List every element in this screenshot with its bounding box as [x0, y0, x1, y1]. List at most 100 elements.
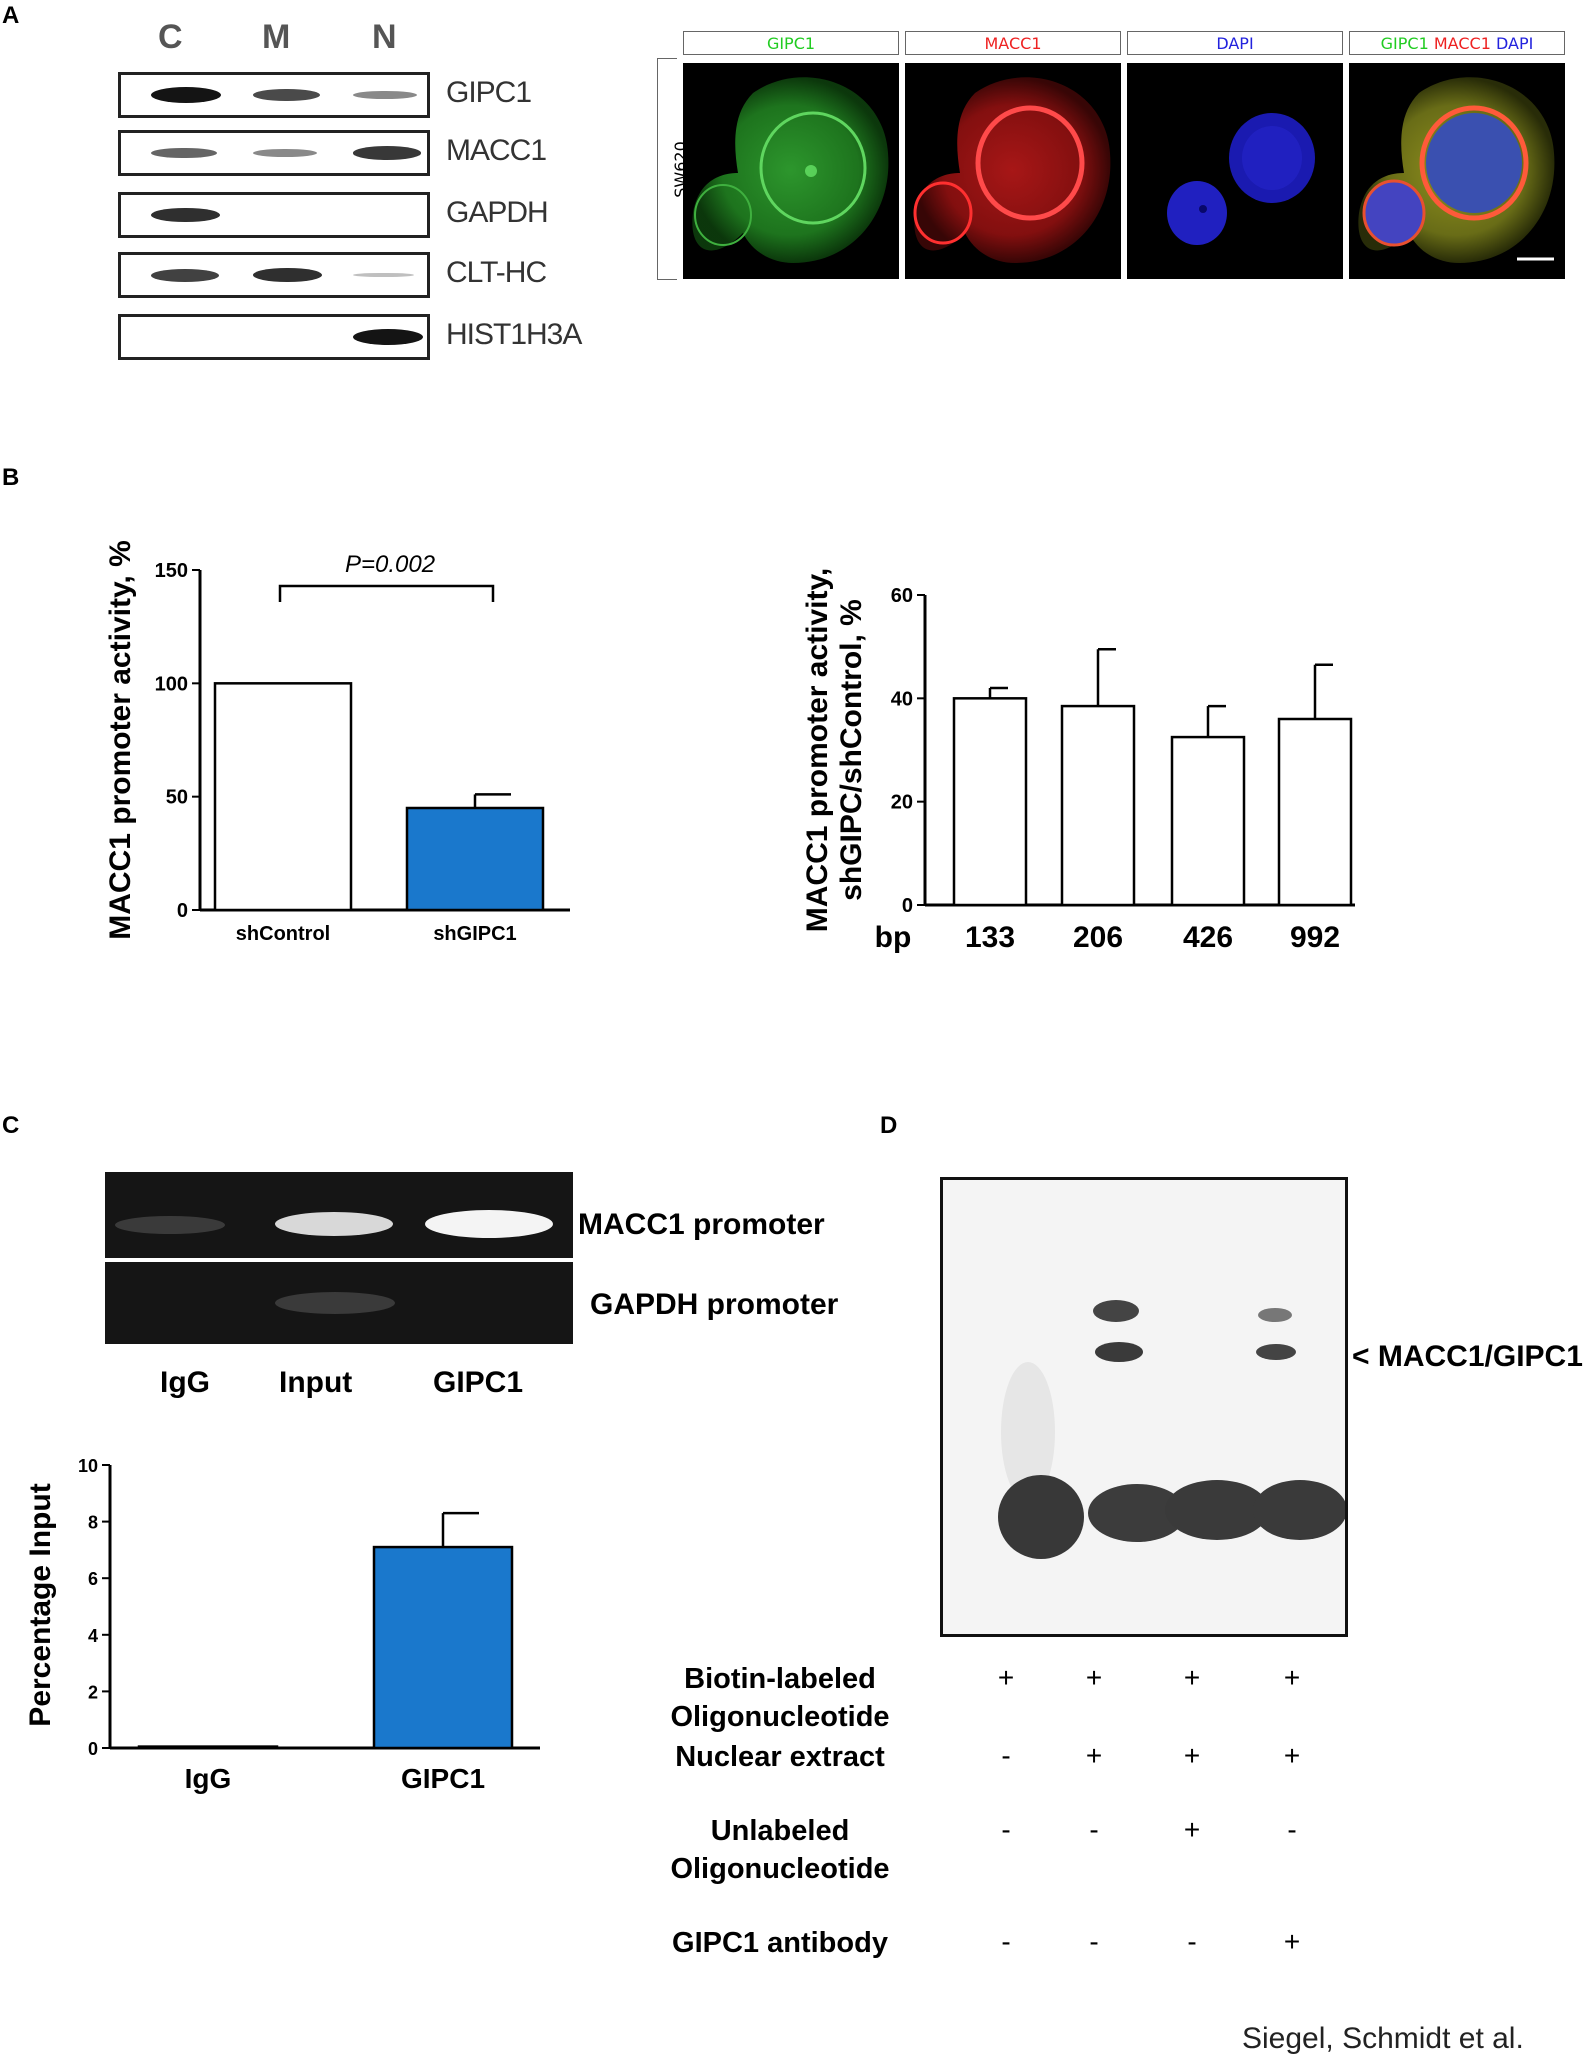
lane-label-membrane: M [262, 18, 291, 56]
blot-band [151, 268, 219, 282]
emsa-condition-symbol: - [1089, 1814, 1099, 1845]
blot-band [253, 267, 322, 283]
emsa-free-probe-4 [1253, 1480, 1345, 1540]
gel-lane-gipc1: GIPC1 [433, 1366, 524, 1399]
emsa-condition-symbol: - [1001, 1926, 1011, 1957]
blot-label-hist1h3a: HIST1H3A [446, 318, 582, 351]
p-value-annotation: P=0.002 [345, 551, 435, 578]
lane-label-nucleus: N [372, 18, 397, 56]
bar [137, 1745, 279, 1750]
gel-band-gapdh-input [275, 1292, 395, 1314]
blot-box-gapdh [118, 192, 430, 238]
panel-label-d: D [880, 1112, 898, 1139]
emsa-condition-symbol: - [1187, 1926, 1197, 1957]
emsa-blot [940, 1177, 1348, 1637]
macc1-channel-image [905, 63, 1121, 279]
merge-image [1349, 63, 1565, 279]
y-tick-label: 0 [902, 895, 913, 917]
y-tick-label: 4 [88, 1626, 98, 1646]
emsa-condition-label-line: Oligonucleotide [670, 1853, 890, 1885]
channel-label-macc1: MACC1 [984, 34, 1042, 53]
merge-label-dapi: DAPI [1495, 34, 1534, 53]
x-category-label: 133 [965, 921, 1015, 954]
bar [952, 697, 1028, 907]
gel-band-gipc1 [425, 1210, 553, 1238]
merge-label-gipc1: GIPC1 [1380, 34, 1429, 53]
emsa-condition-symbol: + [1283, 1926, 1301, 1957]
blot-label-clt-hc: CLT-HC [446, 256, 547, 289]
chart-c: 0 2 4 6 8 10 IgG GIPC1 Percentage Input [10, 1440, 570, 1825]
gel-label-macc1: MACC1 promoter [578, 1208, 825, 1241]
blot-box-clt-hc [118, 252, 430, 298]
channel-label-dapi: DAPI [1216, 34, 1254, 53]
emsa-condition-label-line: Biotin-labeled [684, 1663, 876, 1695]
gel-lane-igg: IgG [160, 1366, 210, 1399]
significance-bracket [278, 584, 495, 602]
blot-label-gapdh: GAPDH [446, 196, 549, 229]
blot-band [353, 146, 421, 160]
lane-label-cytoplasm: C [158, 18, 183, 56]
panel-label-c: C [2, 1112, 20, 1139]
emsa-condition-symbol: - [1089, 1926, 1099, 1957]
emsa-free-probe-1 [998, 1475, 1084, 1559]
blot-band [151, 147, 217, 159]
chip-gel-gapdh [105, 1262, 573, 1344]
y-axis-label-line: shGIPC/shControl, % [835, 599, 868, 901]
emsa-condition-label-line: Unlabeled [710, 1815, 850, 1847]
cell-line-bracket [657, 58, 677, 280]
x-category-label: shGIPC1 [433, 923, 516, 945]
emsa-condition-label: GIPC1 antibody [640, 1924, 920, 1962]
deletion-promoter-chart: 0 20 40 60 133 206 426 992 bp MACC1 promoter acti… [801, 568, 1355, 954]
y-axis-label-line: MACC1 promoter activity, [801, 568, 834, 933]
promoter-activity-chart: 0 50 100 150 shControl shGIPC1 MACC1 promoter … [104, 540, 570, 945]
blot-band [253, 88, 320, 102]
emsa-complex-label: < MACC1/GIPC1 [1352, 1340, 1583, 1373]
emsa-condition-symbol: - [1287, 1814, 1297, 1845]
figure-credit: Siegel, Schmidt et al. [1242, 2022, 1524, 2055]
emsa-supershift-lane2 [1093, 1300, 1139, 1322]
panel-label-b: B [2, 464, 20, 491]
emsa-condition-label: Unlabeled Oligonucleotide [640, 1812, 920, 1888]
percentage-input-chart: 0 2 4 6 8 10 IgG GIPC1 Percentage Input [24, 1456, 540, 1794]
blot-label-macc1: MACC1 [446, 134, 547, 167]
x-category-label: IgG [185, 1763, 232, 1794]
emsa-condition-symbol: + [997, 1662, 1015, 1693]
x-category-label: 992 [1290, 921, 1340, 954]
blot-band [353, 90, 417, 100]
channel-header-merge: GIPC1 MACC1 DAPI [1349, 31, 1565, 55]
emsa-condition-label: Nuclear extract [640, 1738, 920, 1776]
y-tick-label: 8 [88, 1513, 98, 1533]
emsa-supershift-lane4 [1258, 1308, 1292, 1322]
x-unit-prefix: bp [875, 921, 912, 954]
emsa-condition-label-line: GIPC1 antibody [672, 1927, 888, 1959]
x-category-label: 206 [1073, 921, 1123, 954]
emsa-condition-symbol: + [1283, 1662, 1301, 1693]
bar [1060, 704, 1136, 907]
dapi-channel-image [1127, 63, 1343, 279]
y-tick-label: 6 [88, 1569, 98, 1589]
emsa-condition-symbol: + [1085, 1662, 1103, 1693]
gipc1-channel-image [683, 63, 899, 279]
y-tick-label: 50 [166, 787, 188, 809]
blot-band [353, 329, 423, 345]
emsa-condition-label-line: Oligonucleotide [670, 1701, 890, 1733]
blot-box-hist1h3a [118, 314, 430, 360]
x-category-label: GIPC1 [401, 1763, 485, 1794]
emsa-condition-symbol: + [1283, 1740, 1301, 1771]
emsa-condition-symbol: + [1085, 1740, 1103, 1771]
panel-label-a: A [2, 2, 20, 29]
emsa-condition-label-line: Nuclear extract [675, 1741, 885, 1773]
y-tick-label: 100 [155, 673, 188, 695]
bar [1170, 735, 1246, 907]
emsa-condition-symbol: - [1001, 1814, 1011, 1845]
blot-band [253, 148, 317, 158]
emsa-complex-lane2 [1095, 1342, 1143, 1362]
emsa-condition-symbol: + [1183, 1814, 1201, 1845]
y-tick-label: 0 [88, 1739, 98, 1759]
blot-box-gipc1 [118, 72, 430, 118]
channel-header-dapi: DAPI [1127, 31, 1343, 55]
gel-band-igg [115, 1216, 225, 1234]
gel-label-gapdh: GAPDH promoter [590, 1288, 839, 1321]
emsa-condition-symbol: + [1183, 1662, 1201, 1693]
emsa-condition-symbol: - [1001, 1740, 1011, 1771]
